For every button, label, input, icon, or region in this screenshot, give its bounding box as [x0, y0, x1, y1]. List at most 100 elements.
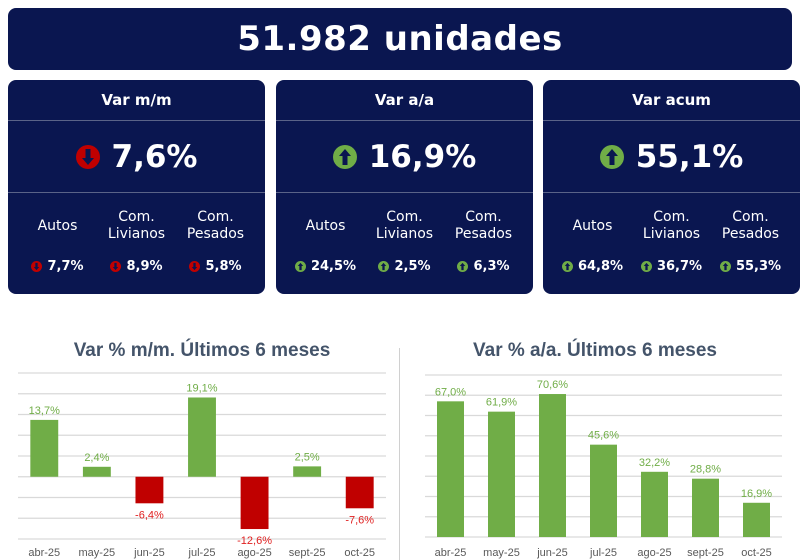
arrow-up-icon [378, 261, 389, 272]
kpi-card: Var a/a 16,9% Autos 24,5% Com.Livianos 2… [276, 80, 533, 294]
x-tick-label: jun-25 [536, 547, 568, 559]
data-label: 28,8% [690, 464, 721, 476]
sub-label: Com. [187, 209, 244, 226]
data-label: 13,7% [29, 405, 60, 417]
sub-label: Autos [573, 218, 613, 235]
bar-may-25 [488, 412, 515, 537]
sub-label-2: Pesados [722, 226, 779, 243]
sub-label: Com. [376, 209, 433, 226]
sub-metric: Com.Pesados 5,8% [177, 193, 255, 274]
sub-label: Autos [306, 218, 346, 235]
arrow-down-icon [31, 261, 42, 272]
sub-metric: Com.Livianos 2,5% [366, 193, 444, 274]
data-label: -7,6% [345, 514, 374, 526]
data-label: 19,1% [186, 382, 217, 394]
sub-value: 5,8% [205, 259, 241, 274]
sub-label: Com. [108, 209, 165, 226]
x-tick-label: may-25 [79, 547, 116, 559]
bar-jul-25 [188, 397, 216, 476]
sub-value: 7,7% [47, 259, 83, 274]
arrow-up-icon [641, 261, 652, 272]
sub-value: 8,9% [126, 259, 162, 274]
x-tick-label: ago-25 [637, 547, 671, 559]
sub-value: 6,3% [473, 259, 509, 274]
total-units-banner: 51.982 unidades [8, 8, 792, 70]
sub-metric: Com.Pesados 55,3% [712, 193, 790, 274]
x-tick-label: abr-25 [435, 547, 467, 559]
arrow-up-icon [457, 261, 468, 272]
sub-value: 55,3% [736, 259, 781, 274]
sub-value: 64,8% [578, 259, 623, 274]
main-value: 7,6% [112, 139, 198, 175]
card-main-value: 16,9% [276, 121, 533, 193]
data-label: -12,6% [237, 535, 272, 547]
sub-metric: Com.Pesados 6,3% [445, 193, 523, 274]
x-tick-label: may-25 [483, 547, 520, 559]
sub-metric: Autos 24,5% [287, 193, 365, 274]
arrow-down-icon [76, 145, 100, 169]
sub-value: 36,7% [657, 259, 702, 274]
sub-label-2: Pesados [187, 226, 244, 243]
data-label: 70,6% [537, 379, 568, 391]
sub-metric: Autos 64,8% [554, 193, 632, 274]
sub-label-2: Pesados [455, 226, 512, 243]
bar-ago-25 [241, 477, 269, 529]
sub-value: 24,5% [311, 259, 356, 274]
arrow-up-icon [720, 261, 731, 272]
sub-value: 2,5% [394, 259, 430, 274]
card-title: Var m/m [8, 80, 265, 121]
bar-abr-25 [30, 420, 58, 477]
card-title: Var a/a [276, 80, 533, 121]
arrow-up-icon [295, 261, 306, 272]
bar-jul-25 [590, 445, 617, 537]
bar-may-25 [83, 467, 111, 477]
data-label: 32,2% [639, 457, 670, 469]
arrow-down-icon [110, 261, 121, 272]
x-tick-label: oct-25 [741, 547, 772, 559]
chart-mm: 13,7% abr-25 2,4% may-25 -6,4% jun-25 19,1% jul… [0, 360, 400, 560]
data-label: -6,4% [135, 509, 164, 521]
sub-label-2: Livianos [376, 226, 433, 243]
data-label: 61,9% [486, 397, 517, 409]
bar-oct-25 [346, 477, 374, 509]
x-tick-label: oct-25 [344, 547, 375, 559]
main-value: 55,1% [636, 139, 744, 175]
chart-title-aa: Var % a/a. Últimos 6 meses [408, 340, 782, 362]
card-main-value: 55,1% [543, 121, 800, 193]
sub-label: Com. [643, 209, 700, 226]
sub-label: Com. [455, 209, 512, 226]
card-title: Var acum [543, 80, 800, 121]
main-value: 16,9% [369, 139, 477, 175]
x-tick-label: abr-25 [28, 547, 60, 559]
arrow-up-icon [600, 145, 624, 169]
bar-jun-25 [539, 394, 566, 537]
chart-aa: 67,0% abr-25 61,9% may-25 70,6% jun-25 45,6% ju… [400, 360, 800, 560]
data-label: 2,5% [295, 451, 320, 463]
x-tick-label: ago-25 [237, 547, 271, 559]
x-tick-label: jul-25 [188, 547, 216, 559]
sub-label-2: Livianos [643, 226, 700, 243]
bar-sept-25 [692, 479, 719, 537]
data-label: 45,6% [588, 430, 619, 442]
x-tick-label: jul-25 [589, 547, 617, 559]
arrow-up-icon [562, 261, 573, 272]
data-label: 67,0% [435, 386, 466, 398]
arrow-down-icon [189, 261, 200, 272]
sub-label-2: Livianos [108, 226, 165, 243]
bar-abr-25 [437, 401, 464, 537]
arrow-up-icon [333, 145, 357, 169]
card-main-value: 7,6% [8, 121, 265, 193]
sub-metric: Com.Livianos 36,7% [633, 193, 711, 274]
x-tick-label: jun-25 [133, 547, 165, 559]
sub-metric: Com.Livianos 8,9% [98, 193, 176, 274]
bar-sept-25 [293, 466, 321, 476]
sub-metric: Autos 7,7% [19, 193, 97, 274]
kpi-card: Var acum 55,1% Autos 64,8% Com.Livianos … [543, 80, 800, 294]
sub-label: Com. [722, 209, 779, 226]
bar-oct-25 [743, 503, 770, 537]
data-label: 2,4% [84, 452, 109, 464]
chart-title-mm: Var % m/m. Últimos 6 meses [18, 340, 386, 362]
bar-ago-25 [641, 472, 668, 537]
sub-label: Autos [38, 218, 78, 235]
kpi-card: Var m/m 7,6% Autos 7,7% Com.Livianos 8,9… [8, 80, 265, 294]
